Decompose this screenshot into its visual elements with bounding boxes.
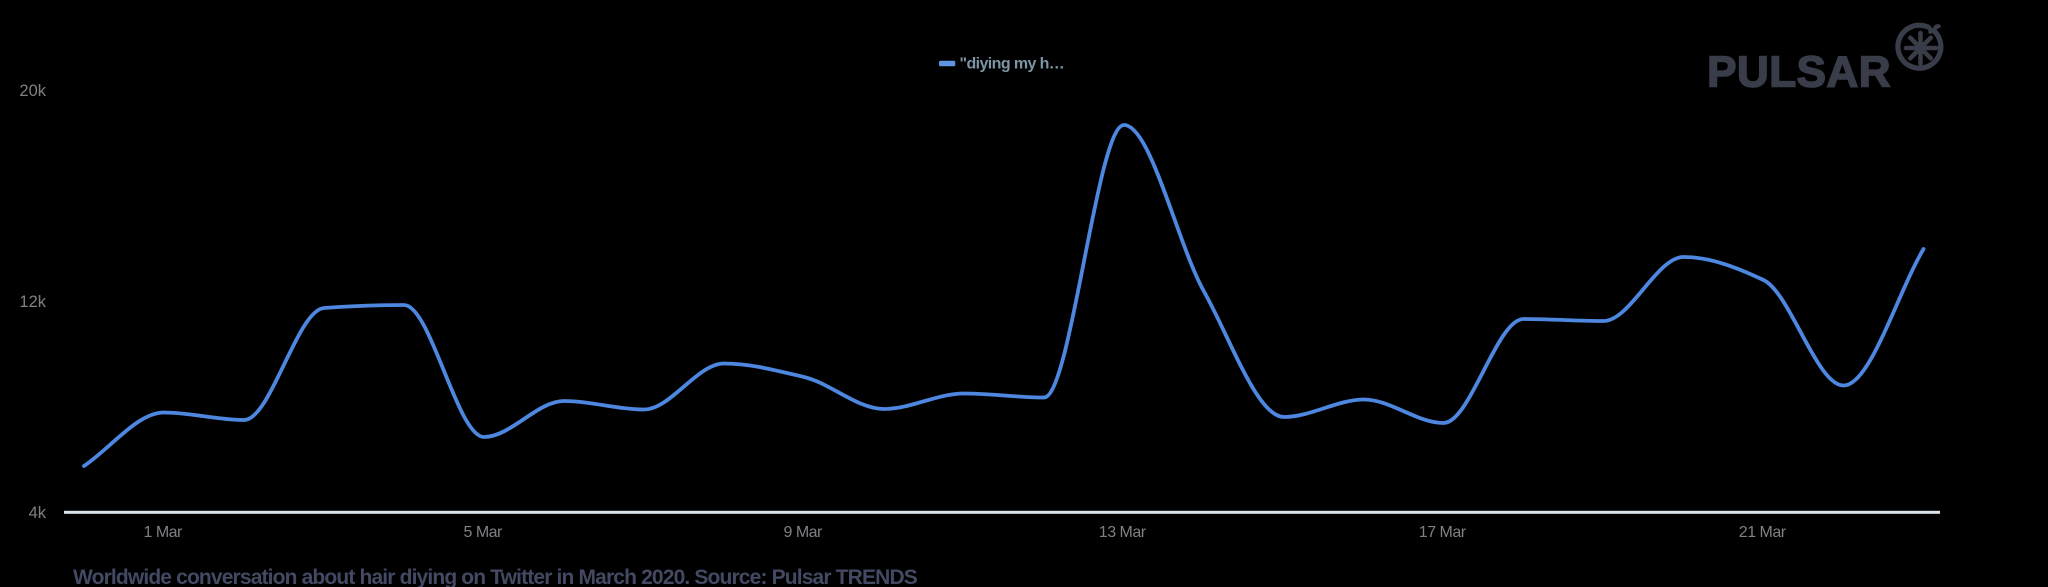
svg-text:"diying my h…: "diying my h…	[960, 55, 1065, 72]
svg-text:PULSAR: PULSAR	[1707, 48, 1891, 97]
svg-text:21 Mar: 21 Mar	[1739, 524, 1787, 541]
svg-text:1 Mar: 1 Mar	[143, 524, 183, 541]
svg-text:Worldwide conversation about h: Worldwide conversation about hair diying…	[73, 566, 918, 587]
svg-text:9 Mar: 9 Mar	[783, 524, 823, 541]
svg-text:5 Mar: 5 Mar	[463, 524, 503, 541]
svg-text:4k: 4k	[29, 504, 47, 522]
svg-text:13 Mar: 13 Mar	[1099, 524, 1147, 541]
svg-text:20k: 20k	[19, 82, 46, 100]
svg-text:12k: 12k	[19, 293, 46, 311]
svg-text:17 Mar: 17 Mar	[1419, 524, 1467, 541]
